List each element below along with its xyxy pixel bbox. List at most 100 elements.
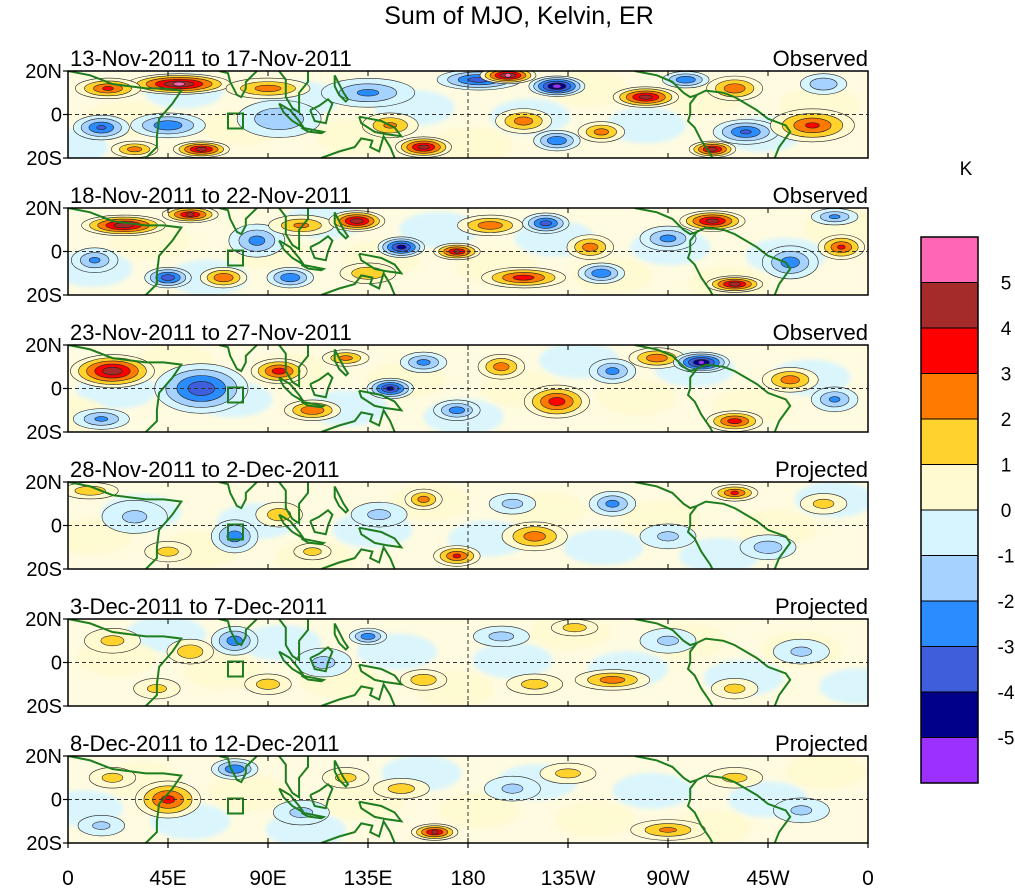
contour-level <box>552 83 562 89</box>
weak-anomaly <box>785 756 866 790</box>
contour-level <box>562 623 587 633</box>
contour-level <box>730 490 739 496</box>
weak-anomaly <box>472 642 553 679</box>
colorbar-segment <box>920 555 979 602</box>
south-america <box>696 774 792 843</box>
contour-level <box>728 281 741 287</box>
anomaly-5 <box>284 399 341 421</box>
panel-1: 20N 0 20S 13-Nov-2011 to 17-Nov-2011 Observe… <box>25 46 869 170</box>
africa-coast <box>68 345 184 432</box>
colorbar-segment <box>920 509 979 556</box>
anomaly-12 <box>588 491 637 517</box>
contour-level <box>367 509 391 521</box>
africa-coast <box>68 619 184 706</box>
contour-level <box>591 268 612 278</box>
anomaly-9 <box>484 775 541 802</box>
colorbar: K 5 4 3 2 1 0 -1 -2 -3 -4 -5 <box>920 159 1015 784</box>
anomaly-5 <box>244 673 292 695</box>
y-tick-label: 0 <box>51 653 62 675</box>
central-america <box>634 208 698 236</box>
anomaly-13 <box>479 71 537 84</box>
borneo <box>309 645 334 673</box>
anomaly-11 <box>395 136 452 158</box>
contour-level <box>513 116 534 126</box>
contour-level <box>521 679 549 690</box>
contour-level <box>213 273 234 283</box>
contour-level <box>705 218 720 224</box>
anomaly-14 <box>673 351 730 374</box>
anomaly-1 <box>68 482 119 500</box>
contour-level <box>254 84 282 92</box>
contour-level <box>740 129 752 135</box>
contour-level <box>659 234 677 243</box>
colorbar-segment <box>920 282 979 329</box>
anomaly-3 <box>225 77 311 100</box>
australia-north <box>320 407 396 432</box>
contour-level <box>659 827 677 833</box>
anomaly-6 <box>173 140 230 158</box>
anomaly-5 <box>130 112 206 139</box>
x-tick-label: 45E <box>149 867 186 889</box>
panel-3: 20N 0 20S 23-Nov-2011 to 27-Nov-2011 Observe… <box>25 320 869 444</box>
south-america <box>696 89 792 158</box>
contour-level <box>488 631 515 642</box>
anomaly-4 <box>77 814 125 837</box>
new-guinea <box>358 800 404 823</box>
x-tick-label: 135W <box>541 867 596 889</box>
colorbar-label: 4 <box>1001 319 1012 340</box>
anomaly-4 <box>144 266 192 289</box>
south-america <box>696 500 792 569</box>
anomaly-2 <box>161 208 219 224</box>
indochina-coast <box>278 482 309 526</box>
contour-level <box>546 136 567 146</box>
contour-level <box>523 531 546 542</box>
new-guinea <box>358 115 404 138</box>
philippines <box>333 74 350 103</box>
anomaly-10 <box>377 236 425 258</box>
anomaly-17 <box>612 86 679 108</box>
panel-period-label: 23-Nov-2011 to 27-Nov-2011 <box>70 320 352 345</box>
africa-coast <box>68 756 184 843</box>
central-america <box>634 345 698 373</box>
anomaly-19 <box>679 210 746 232</box>
y-tick-label: 0 <box>51 516 62 538</box>
south-america <box>696 637 792 706</box>
anomaly-11 <box>501 521 568 552</box>
philippines <box>333 622 350 651</box>
colorbar-label: 2 <box>1001 410 1012 431</box>
anomaly-4 <box>250 358 308 384</box>
contour-level <box>303 547 322 556</box>
africa-coast <box>68 71 184 158</box>
y-tick-label: 20S <box>26 148 62 170</box>
colorbar-frame <box>920 236 979 784</box>
contour-level <box>512 274 535 281</box>
contour-level <box>100 635 125 647</box>
australia-north <box>320 270 396 295</box>
panel-type-label: Projected <box>775 457 868 482</box>
colorbar-segment <box>920 600 979 647</box>
anomaly-7 <box>266 266 314 289</box>
contour-level <box>809 77 838 91</box>
anomaly-2 <box>75 77 141 100</box>
africa-coast <box>68 208 184 295</box>
south-america <box>696 226 792 295</box>
weak-anomaly <box>554 801 635 838</box>
region-box <box>227 112 244 130</box>
contour-level <box>360 633 376 640</box>
chart-title: Sum of MJO, Kelvin, ER <box>384 2 654 30</box>
anomaly-1 <box>81 214 166 237</box>
borneo <box>309 234 334 262</box>
philippines <box>333 211 350 240</box>
contour-level <box>727 418 742 425</box>
contour-level <box>504 73 512 78</box>
contour-level <box>780 375 800 385</box>
y-tick-label: 20S <box>26 559 62 581</box>
contour-level <box>657 635 679 646</box>
anomaly-2 <box>101 499 168 534</box>
y-tick-label: 20N <box>25 472 62 494</box>
anomaly-1 <box>70 354 155 388</box>
contour-level <box>195 147 208 152</box>
contour-level <box>605 499 620 508</box>
anomaly-16 <box>566 234 614 260</box>
